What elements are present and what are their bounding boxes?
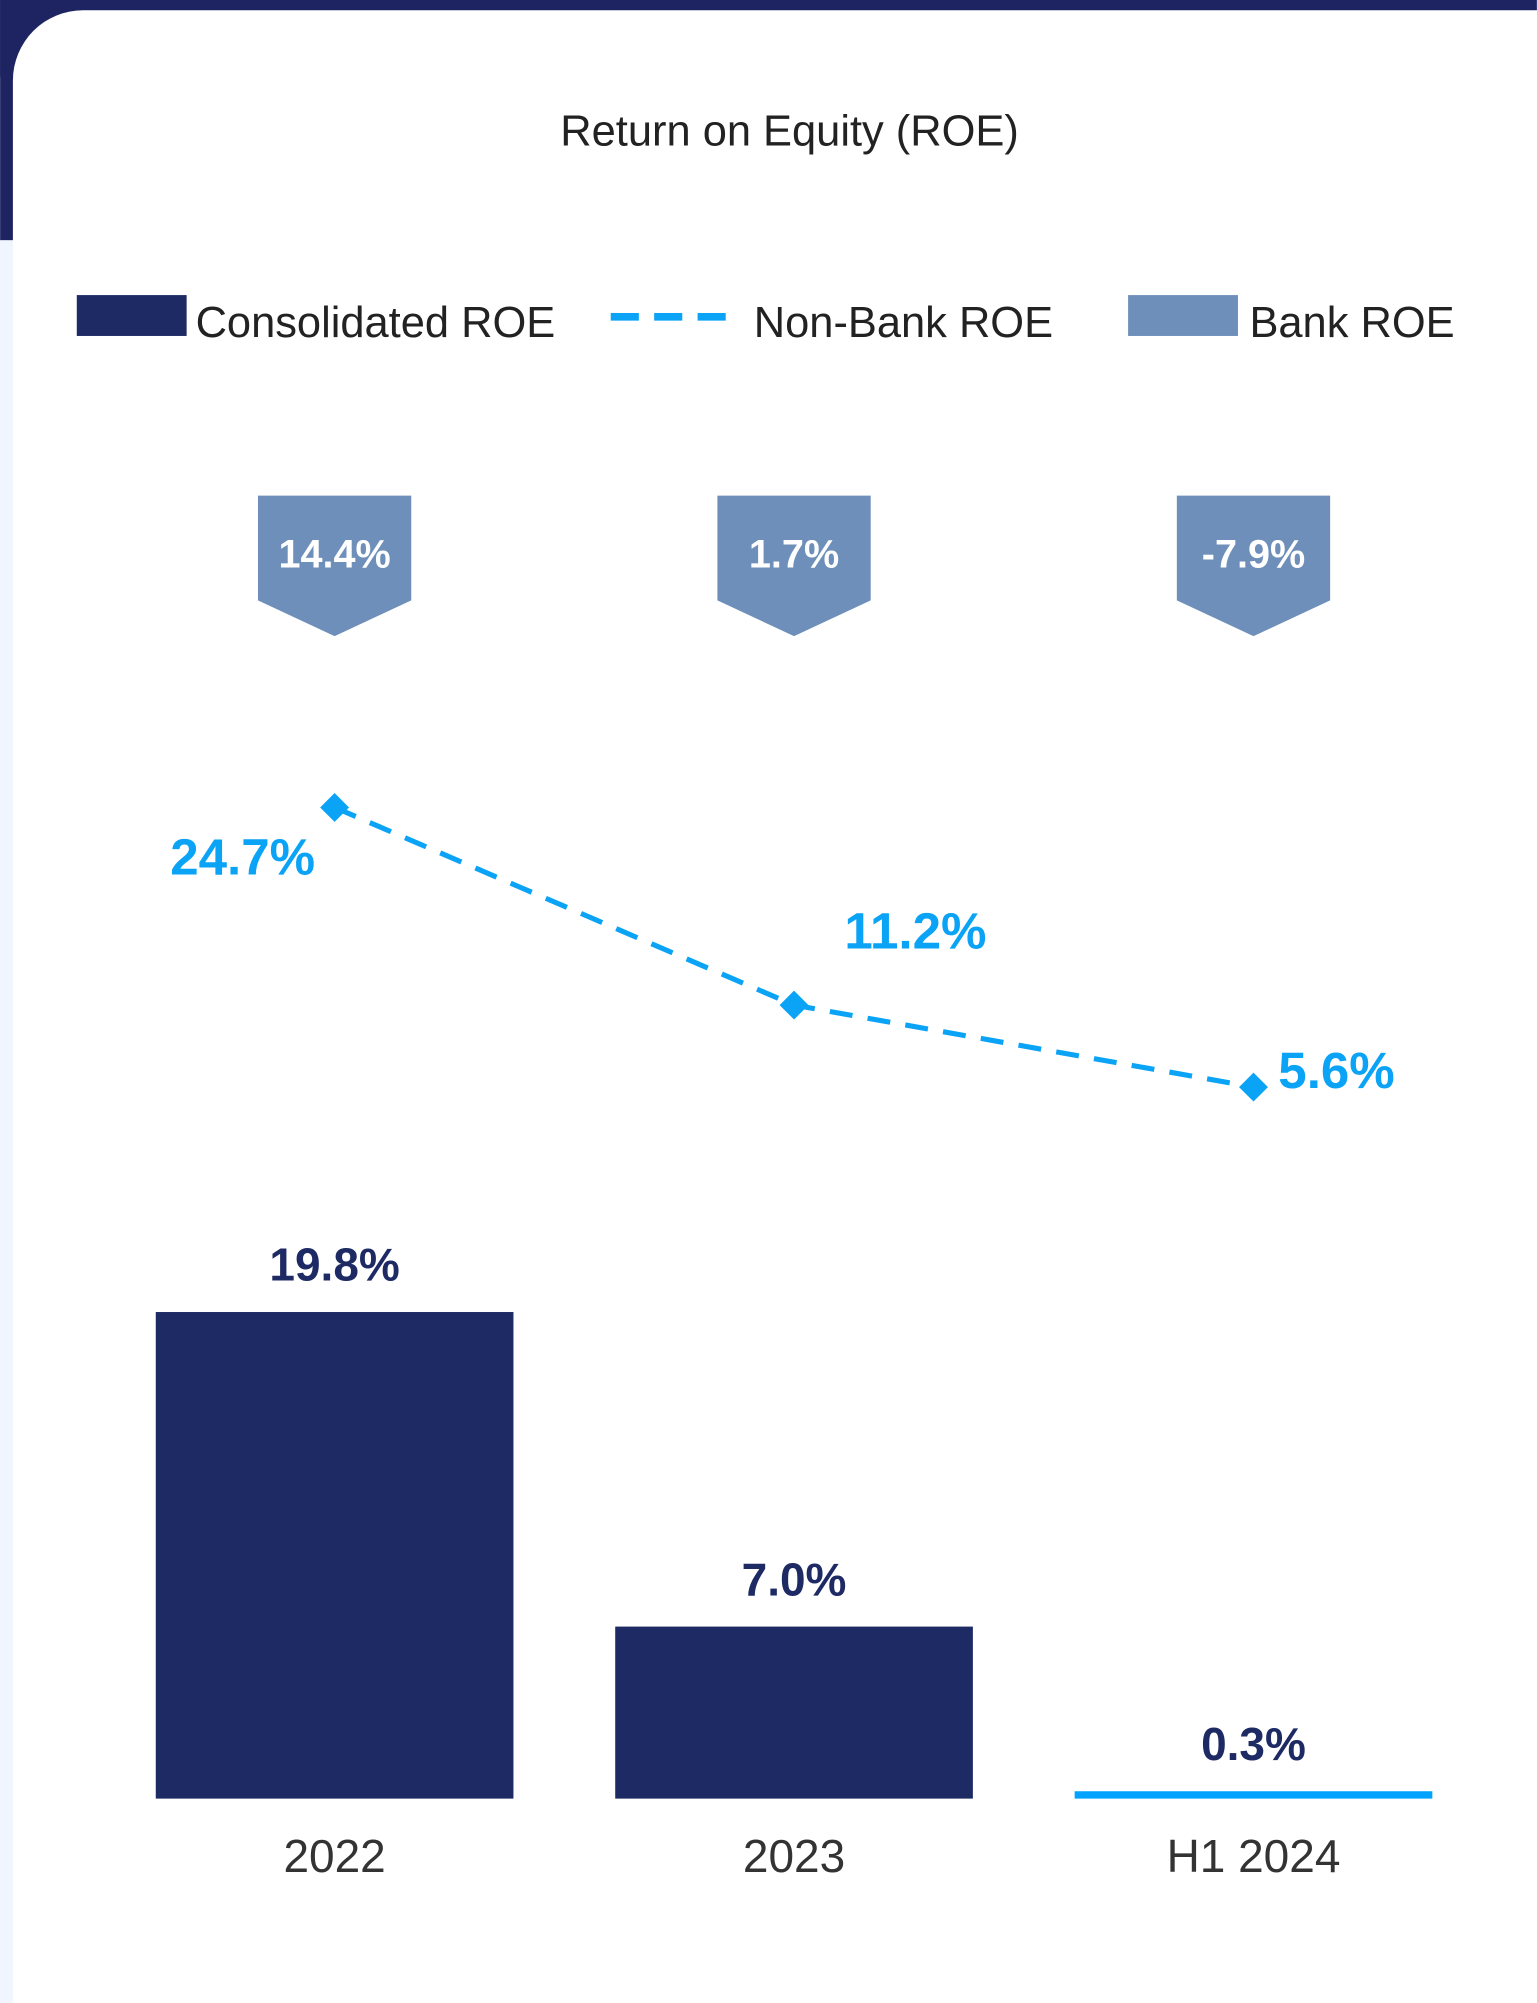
bar-value-label: 7.0%: [742, 1553, 847, 1605]
x-tick-label: 2022: [283, 1830, 385, 1882]
bar-value-label: 19.8%: [269, 1239, 399, 1291]
line-value-label: 5.6%: [1278, 1042, 1394, 1099]
badge-label: 1.7%: [749, 532, 839, 576]
line-marker: [779, 990, 809, 1020]
legend-symbol: [1128, 295, 1238, 336]
legend-label: Bank ROE: [1249, 299, 1454, 347]
line-value-label: 24.7%: [170, 829, 315, 886]
badge-label: -7.9%: [1202, 532, 1305, 576]
bar-value-label: 0.3%: [1201, 1718, 1306, 1770]
legend-symbol: [76, 295, 187, 336]
badge: [1176, 495, 1331, 637]
line-value-label: 11.2%: [844, 902, 986, 959]
legend-label: Non-Bank ROE: [754, 299, 1053, 347]
chart-title: Return on Equity (ROE): [560, 108, 1019, 156]
legend-label: Consolidated ROE: [196, 299, 556, 347]
badge: [717, 495, 871, 637]
x-tick-label: H1 2024: [1167, 1830, 1341, 1882]
badge-label: 14.4%: [278, 532, 390, 576]
badge: [257, 495, 412, 637]
bar: [1074, 1791, 1433, 1799]
x-tick-label: 2023: [743, 1830, 845, 1882]
bar: [155, 1312, 514, 1799]
line-marker: [1239, 1072, 1268, 1102]
bar: [615, 1626, 973, 1799]
